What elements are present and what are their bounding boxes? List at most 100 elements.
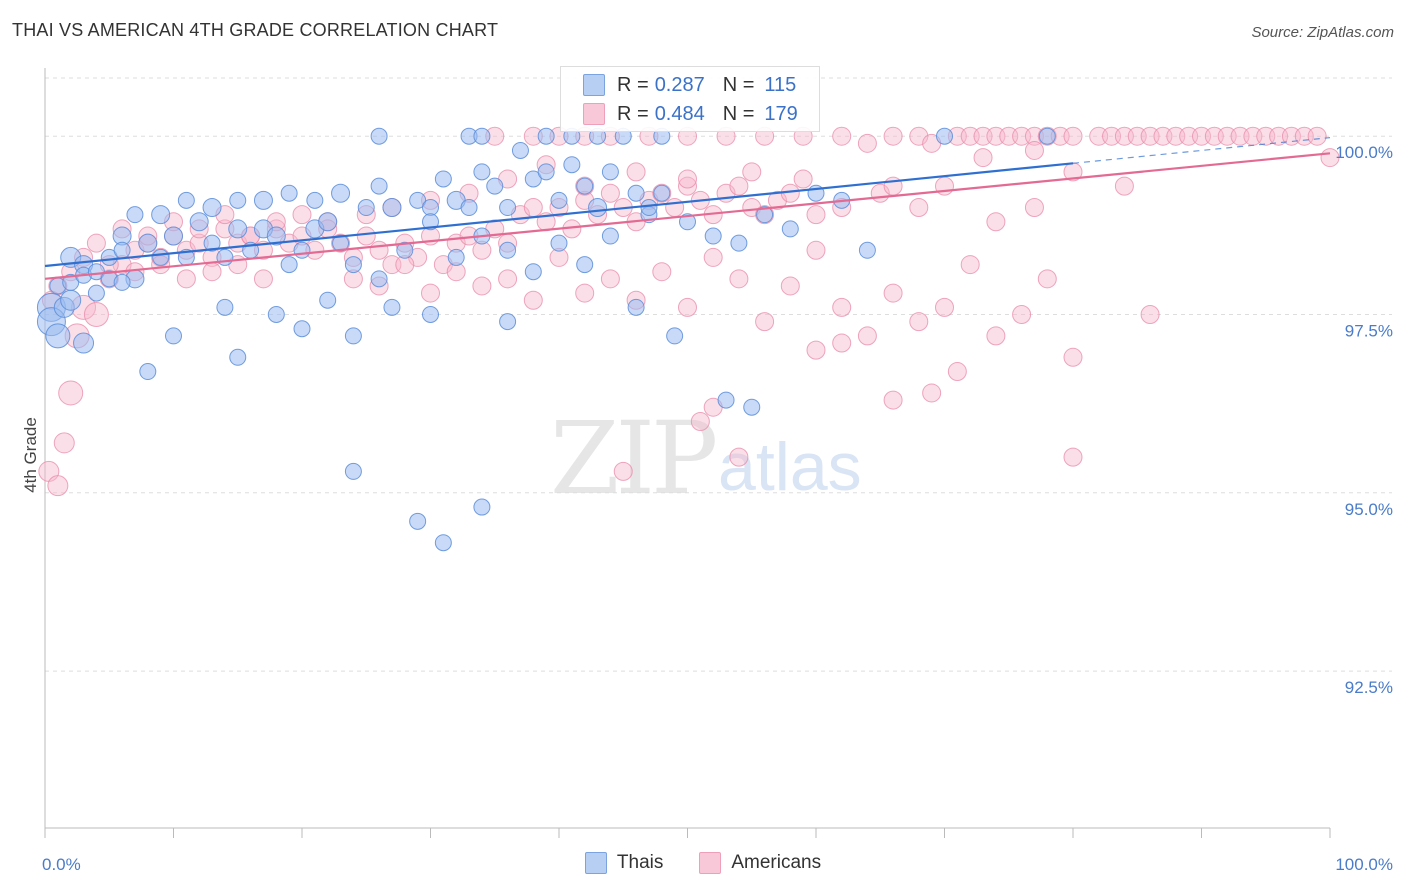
american-point (755, 312, 775, 332)
american-point (86, 233, 106, 253)
thai-point (666, 327, 684, 345)
american-point (421, 283, 440, 303)
legend-item-americans[interactable]: Americans (699, 852, 821, 874)
american-point (1012, 304, 1032, 324)
american-point (652, 262, 672, 282)
thai-point (499, 241, 517, 259)
y-tick-labels: 92.5% 95.0% 97.5% 100.0% (1335, 143, 1393, 697)
chart-title: THAI VS AMERICAN 4TH GRADE CORRELATION C… (12, 20, 499, 40)
thai-point (253, 190, 273, 210)
thai-point (486, 177, 504, 195)
thai-point (138, 233, 158, 253)
thai-point (730, 234, 748, 252)
american-point (1037, 269, 1057, 289)
american-point (703, 247, 723, 267)
thai-point (280, 184, 298, 202)
thai-point (229, 191, 247, 209)
american-point (1024, 198, 1044, 218)
thai-point (550, 191, 568, 209)
thai-point (473, 163, 491, 181)
american-point (47, 475, 69, 497)
thai-point (409, 512, 427, 530)
thai-point (382, 198, 402, 218)
american-point (600, 269, 620, 289)
legend-row-thais: R = 0.287 N = 115 (561, 71, 796, 99)
y-tick-label: 95.0% (1345, 500, 1393, 519)
legend-r-value: 0.484 (654, 102, 705, 125)
thai-point (152, 248, 170, 266)
thai-point (743, 398, 761, 416)
thai-point (62, 273, 80, 291)
thai-point (409, 191, 427, 209)
thai-point (164, 226, 183, 246)
thai-point (936, 127, 953, 145)
thai-point (344, 256, 362, 274)
y-axis-label: 4th Grade (21, 417, 40, 493)
american-point (498, 269, 518, 289)
thai-point (679, 213, 696, 231)
american-point (832, 126, 852, 146)
thai-point (576, 177, 594, 195)
thai-point (216, 248, 234, 266)
american-point (857, 326, 877, 346)
series-legend: Thais Americans (0, 852, 1406, 874)
thai-point (293, 241, 311, 259)
x-tick-label: 0.0% (42, 855, 81, 874)
american-point (742, 162, 762, 182)
thai-point (537, 127, 555, 145)
x-tick-labels: 0.0% 100.0% (42, 855, 1393, 874)
legend-swatch-americans (699, 852, 722, 874)
thai-point (781, 220, 799, 238)
american-point (1063, 447, 1083, 467)
thai-point (447, 248, 465, 266)
thai-point (203, 234, 221, 252)
american-point (356, 226, 376, 246)
thai-point (756, 206, 774, 224)
thai-point (1038, 127, 1056, 145)
y-tick-label: 97.5% (1345, 321, 1393, 340)
american-point (832, 297, 852, 317)
y-tick-label: 92.5% (1345, 678, 1393, 697)
american-point (883, 126, 903, 146)
thai-point (87, 263, 105, 281)
thai-point (126, 206, 144, 224)
american-point (729, 447, 749, 467)
thai-trend-line (44, 162, 1074, 268)
thai-points (36, 127, 1056, 552)
thai-point (601, 227, 619, 245)
trend-lines (44, 137, 1331, 280)
thai-point (563, 156, 581, 174)
thai-point (139, 363, 157, 381)
american-point (883, 283, 903, 303)
thai-point (704, 227, 722, 245)
american-point (729, 269, 749, 289)
thai-point (229, 348, 247, 366)
thai-point (627, 184, 645, 202)
thai-point (267, 305, 285, 323)
legend-r-label: R = (617, 73, 649, 96)
american-point (613, 461, 633, 481)
american-point (909, 198, 929, 218)
thai-point (524, 170, 542, 188)
american-point (678, 176, 697, 196)
thai-point (717, 391, 735, 409)
thai-point (306, 191, 324, 209)
thai-point (151, 205, 171, 225)
american-point (665, 198, 685, 218)
axes (44, 68, 1331, 838)
thai-point (576, 256, 594, 274)
watermark-zip: ZIP (550, 400, 718, 517)
legend-label-thais: Thais (616, 852, 664, 873)
thai-point (434, 534, 452, 552)
american-point (729, 176, 749, 196)
thai-point (165, 327, 182, 345)
thai-point (344, 462, 362, 480)
american-point (678, 169, 697, 189)
american-point (472, 276, 492, 296)
legend-item-thais[interactable]: Thais (584, 852, 664, 874)
thai-point (113, 241, 131, 259)
thai-point (473, 127, 491, 145)
thai-point (216, 298, 234, 316)
american-point (947, 362, 967, 382)
